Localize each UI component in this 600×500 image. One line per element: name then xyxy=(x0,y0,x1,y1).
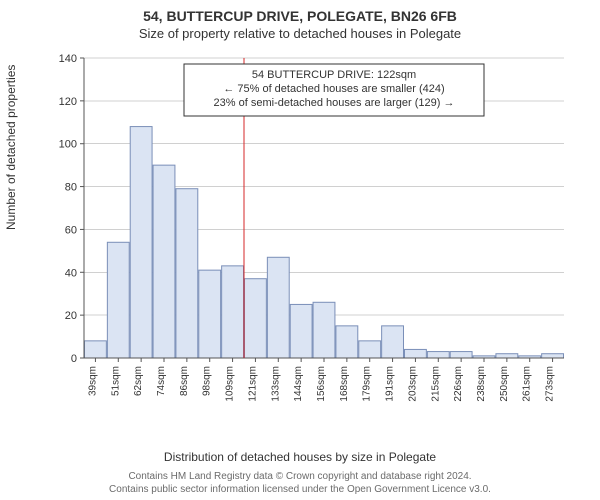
svg-text:109sqm: 109sqm xyxy=(225,366,236,402)
svg-text:168sqm: 168sqm xyxy=(339,366,350,402)
svg-text:121sqm: 121sqm xyxy=(247,366,258,402)
svg-text:250sqm: 250sqm xyxy=(499,366,510,402)
svg-text:100: 100 xyxy=(59,139,77,151)
svg-text:20: 20 xyxy=(65,310,77,322)
svg-text:215sqm: 215sqm xyxy=(430,366,441,402)
svg-text:144sqm: 144sqm xyxy=(293,366,304,402)
svg-text:40: 40 xyxy=(65,267,77,279)
svg-text:23% of semi-detached houses ar: 23% of semi-detached houses are larger (… xyxy=(214,97,455,109)
svg-text:98sqm: 98sqm xyxy=(202,366,213,396)
svg-text:156sqm: 156sqm xyxy=(316,366,327,402)
footnote: Contains HM Land Registry data © Crown c… xyxy=(0,470,600,496)
svg-text:60: 60 xyxy=(65,224,77,236)
histogram-chart: 0 20 40 60 80 100 120 140 39sqm 51sqm 62sqm 74sqm 86… xyxy=(50,52,570,412)
svg-text:54 BUTTERCUP DRIVE: 122sqm: 54 BUTTERCUP DRIVE: 122sqm xyxy=(252,69,416,81)
svg-text:191sqm: 191sqm xyxy=(385,366,396,402)
svg-text:238sqm: 238sqm xyxy=(476,366,487,402)
y-axis-label: Number of detached properties xyxy=(4,65,18,230)
svg-text:62sqm: 62sqm xyxy=(133,366,144,396)
svg-text:86sqm: 86sqm xyxy=(179,366,190,396)
svg-text:74sqm: 74sqm xyxy=(156,366,167,396)
svg-text:273sqm: 273sqm xyxy=(545,366,556,402)
svg-text:39sqm: 39sqm xyxy=(87,366,98,396)
svg-text:140: 140 xyxy=(59,53,77,65)
svg-text:226sqm: 226sqm xyxy=(453,366,464,402)
svg-text:80: 80 xyxy=(65,182,77,194)
svg-text:← 75% of detached houses are s: ← 75% of detached houses are smaller (42… xyxy=(223,83,444,95)
chart-container: 54, BUTTERCUP DRIVE, POLEGATE, BN26 6FB … xyxy=(0,0,600,500)
x-axis-label: Distribution of detached houses by size … xyxy=(0,450,600,464)
svg-text:51sqm: 51sqm xyxy=(110,366,121,396)
page-title: 54, BUTTERCUP DRIVE, POLEGATE, BN26 6FB xyxy=(0,0,600,24)
svg-text:203sqm: 203sqm xyxy=(407,366,418,402)
page-subtitle: Size of property relative to detached ho… xyxy=(0,24,600,41)
svg-text:133sqm: 133sqm xyxy=(270,366,281,402)
svg-text:120: 120 xyxy=(59,96,77,108)
svg-text:179sqm: 179sqm xyxy=(362,366,373,402)
footnote-line2: Contains public sector information licen… xyxy=(0,483,600,496)
footnote-line1: Contains HM Land Registry data © Crown c… xyxy=(0,470,600,483)
svg-text:0: 0 xyxy=(71,353,77,365)
chart-svg: 0 20 40 60 80 100 120 140 39sqm 51sqm 62sqm 74sqm 86… xyxy=(50,52,570,412)
svg-text:261sqm: 261sqm xyxy=(522,366,533,402)
